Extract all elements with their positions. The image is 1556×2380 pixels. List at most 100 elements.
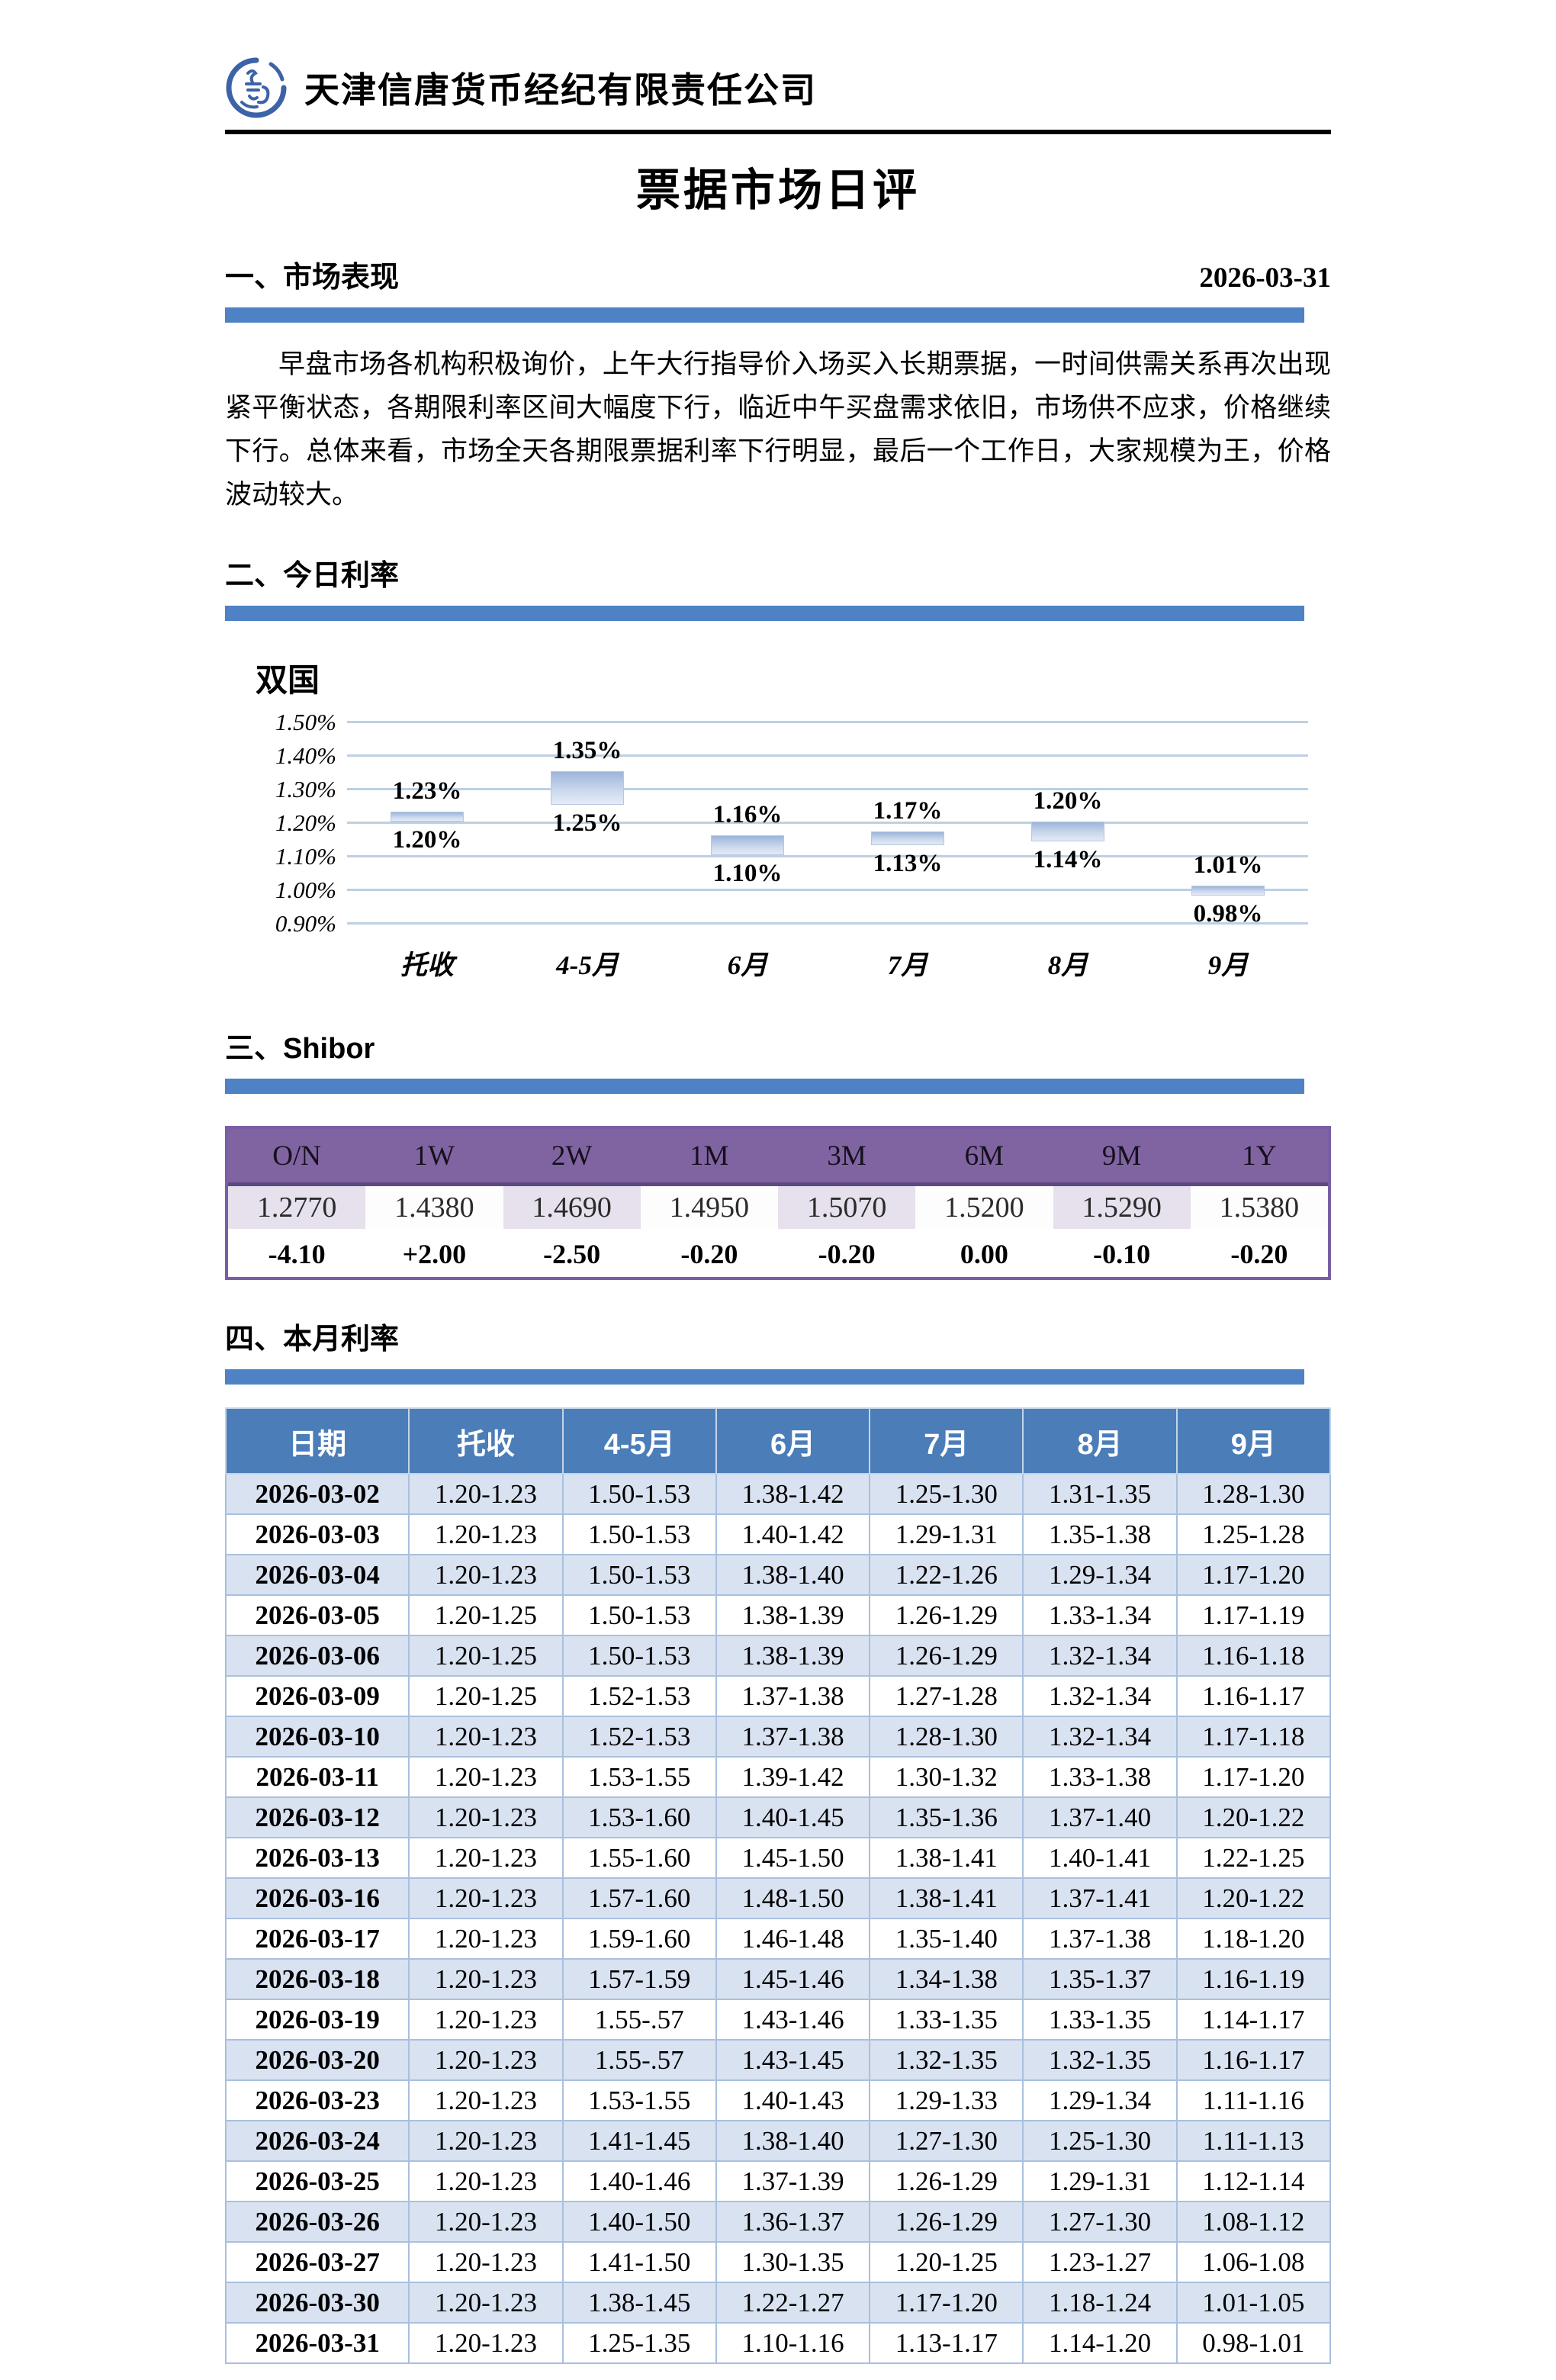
section-month-rates-label: 四、本月利率 — [225, 1323, 400, 1356]
monthly-rate-cell: 1.38-1.41 — [869, 1837, 1024, 1879]
monthly-rate-cell: 1.45-1.46 — [715, 1958, 871, 2000]
bar-high-label: 1.16% — [712, 800, 783, 828]
shibor-value-cell: 1.5380 — [1190, 1186, 1328, 1229]
chart-gridline — [347, 788, 1308, 790]
section-divider-bar — [225, 1079, 1304, 1094]
shibor-change-cell: -2.50 — [503, 1231, 641, 1277]
shibor-change-cell: +2.00 — [365, 1231, 503, 1277]
monthly-rate-cell: 1.40-1.50 — [561, 2201, 717, 2243]
monthly-rate-cell: 1.20-1.23 — [408, 1796, 564, 1838]
monthly-rate-cell: 1.32-1.34 — [1022, 1716, 1178, 1758]
monthly-rate-cell: 1.40-1.45 — [715, 1796, 871, 1838]
monthly-rate-cell: 1.08-1.12 — [1175, 2201, 1332, 2243]
shibor-change-cell: -0.10 — [1053, 1231, 1191, 1277]
monthly-rate-cell: 1.17-1.20 — [869, 2282, 1024, 2324]
monthly-date-cell: 2026-03-04 — [224, 1554, 410, 1596]
shibor-change-cell: 0.00 — [915, 1231, 1053, 1277]
range-bar — [1191, 885, 1265, 896]
monthly-rate-cell: 1.20-1.22 — [1175, 1877, 1332, 1919]
monthly-rate-cell: 1.20-1.23 — [408, 1958, 564, 2000]
monthly-rate-cell: 1.26-1.29 — [869, 2160, 1024, 2202]
monthly-rate-cell: 1.17-1.20 — [1175, 1756, 1332, 1798]
monthly-rate-cell: 1.18-1.20 — [1175, 1918, 1332, 1960]
monthly-rate-cell: 1.22-1.25 — [1175, 1837, 1332, 1879]
shibor-header-cell: 3M — [827, 1140, 866, 1172]
monthly-rate-cell: 1.20-1.23 — [408, 2282, 564, 2324]
monthly-rate-cell: 1.27-1.28 — [869, 1675, 1024, 1717]
chart-x-tick-label: 7月 — [887, 950, 928, 980]
monthly-rate-cell: 1.37-1.38 — [715, 1716, 871, 1758]
monthly-rate-cell: 1.37-1.38 — [715, 1675, 871, 1717]
chart-y-tick-label: 1.10% — [275, 843, 336, 870]
monthly-rate-cell: 1.38-1.39 — [715, 1594, 871, 1636]
monthly-rate-cell: 1.20-1.23 — [408, 1999, 564, 2041]
monthly-rate-cell: 1.25-1.30 — [1022, 2120, 1178, 2162]
monthly-date-cell: 2026-03-11 — [224, 1756, 410, 1798]
range-bar — [391, 811, 464, 822]
monthly-date-cell: 2026-03-19 — [224, 1999, 410, 2041]
monthly-rate-cell: 1.16-1.17 — [1175, 2039, 1332, 2081]
section-shibor-label: 三、Shibor — [225, 1033, 375, 1065]
shibor-value-cell: 1.4690 — [532, 1192, 612, 1224]
monthly-rate-cell: 1.37-1.38 — [1022, 1918, 1178, 1960]
bar-high-label: 1.23% — [392, 777, 462, 805]
monthly-rate-cell: 1.26-1.29 — [869, 2201, 1024, 2243]
bar-high-label: 1.35% — [552, 737, 622, 764]
bar-high-label: 1.17% — [873, 797, 943, 825]
chart-x-tick-label: 4-5月 — [556, 950, 619, 980]
monthly-table-row: 2026-03-20 1.20-1.23 1.55-.57 1.43-1.45 1.32… — [224, 2039, 1332, 2081]
monthly-rate-cell: 1.38-1.39 — [715, 1635, 871, 1677]
market-comment-paragraph: 早盘市场各机构积极询价，上午大行指导价入场买入长期票据，一时间供需关系再次出现紧… — [225, 349, 1331, 510]
monthly-rate-cell: 1.40-1.46 — [561, 2160, 717, 2202]
shibor-header-row: O/N 1W 2W 1M 3M 6M 9M 1Y — [228, 1129, 1328, 1186]
monthly-rate-cell: 1.20-1.25 — [408, 1594, 564, 1636]
monthly-date-cell: 2026-03-23 — [224, 2079, 410, 2121]
monthly-rate-cell: 1.55-1.60 — [561, 1837, 717, 1879]
monthly-header-cell: 8月 — [1022, 1407, 1178, 1475]
monthly-rate-cell: 1.29-1.34 — [1022, 1554, 1178, 1596]
monthly-rate-cell: 1.20-1.22 — [1175, 1796, 1332, 1838]
monthly-rate-cell: 1.14-1.20 — [1022, 2322, 1178, 2364]
monthly-rate-cell: 1.17-1.19 — [1175, 1594, 1332, 1636]
monthly-rate-cell: 1.25-1.35 — [561, 2322, 717, 2364]
monthly-rate-cell: 1.35-1.36 — [869, 1796, 1024, 1838]
section-today-rates-label: 二、今日利率 — [225, 560, 400, 592]
monthly-table-row: 2026-03-18 1.20-1.23 1.57-1.59 1.45-1.46 1.3… — [224, 1958, 1332, 2000]
monthly-date-cell: 2026-03-16 — [224, 1877, 410, 1919]
monthly-rate-cell: 1.57-1.60 — [561, 1877, 717, 1919]
page-title: 票据市场日评 — [635, 166, 920, 215]
monthly-table-row: 2026-03-16 1.20-1.23 1.57-1.60 1.48-1.50 1.3… — [224, 1877, 1332, 1919]
monthly-rate-cell: 1.27-1.30 — [1022, 2201, 1178, 2243]
monthly-table-row: 2026-03-26 1.20-1.23 1.40-1.50 1.36-1.37 1.2… — [224, 2201, 1332, 2243]
monthly-date-cell: 2026-03-25 — [224, 2160, 410, 2202]
monthly-rate-cell: 1.40-1.41 — [1022, 1837, 1178, 1879]
bar-high-label: 1.01% — [1193, 851, 1263, 879]
monthly-rate-cell: 1.53-1.60 — [561, 1796, 717, 1838]
monthly-rate-cell: 1.26-1.29 — [869, 1594, 1024, 1636]
monthly-table-body: 2026-03-02 1.20-1.23 1.50-1.53 1.38-1.42 1.2… — [224, 1473, 1332, 2364]
monthly-date-cell: 2026-03-27 — [224, 2241, 410, 2283]
monthly-rate-cell: 1.40-1.43 — [715, 2079, 871, 2121]
shibor-change-cell: -0.20 — [640, 1231, 778, 1277]
chart-gridline — [347, 922, 1308, 925]
monthly-table-row: 2026-03-12 1.20-1.23 1.53-1.60 1.40-1.45 1.3… — [224, 1796, 1332, 1838]
monthly-rate-cell: 1.22-1.27 — [715, 2282, 871, 2324]
monthly-rate-cell: 1.11-1.13 — [1175, 2120, 1332, 2162]
monthly-rate-cell: 1.28-1.30 — [869, 1716, 1024, 1758]
range-bar — [551, 771, 624, 805]
monthly-table-row: 2026-03-23 1.20-1.23 1.53-1.55 1.40-1.43 1.2… — [224, 2079, 1332, 2121]
monthly-rate-cell: 1.32-1.35 — [1022, 2039, 1178, 2081]
monthly-rate-cell: 1.32-1.35 — [869, 2039, 1024, 2081]
bar-high-label: 1.20% — [1033, 787, 1103, 815]
shibor-values-row: 1.2770 1.4380 1.4690 1.4950 1.5070 1.5200 1.52… — [228, 1186, 1328, 1231]
monthly-rate-cell: 1.20-1.23 — [408, 2160, 564, 2202]
monthly-rate-cell: 1.29-1.34 — [1022, 2079, 1178, 2121]
monthly-rate-cell: 0.98-1.01 — [1175, 2322, 1332, 2364]
monthly-rate-cell: 1.13-1.17 — [869, 2322, 1024, 2364]
monthly-table-row: 2026-03-03 1.20-1.23 1.50-1.53 1.40-1.42 1.2… — [224, 1513, 1332, 1555]
company-name: 天津信唐货币经纪有限责任公司 — [304, 70, 817, 110]
monthly-rate-cell: 1.20-1.23 — [408, 2079, 564, 2121]
chart-y-tick-label: 0.90% — [275, 910, 336, 937]
rates-range-chart: 双国 1.50% 1.40% 1.30% 1.20% 1.10% 1.00% 0.90% 1… — [256, 654, 1331, 989]
monthly-rate-cell: 1.52-1.53 — [561, 1716, 717, 1758]
